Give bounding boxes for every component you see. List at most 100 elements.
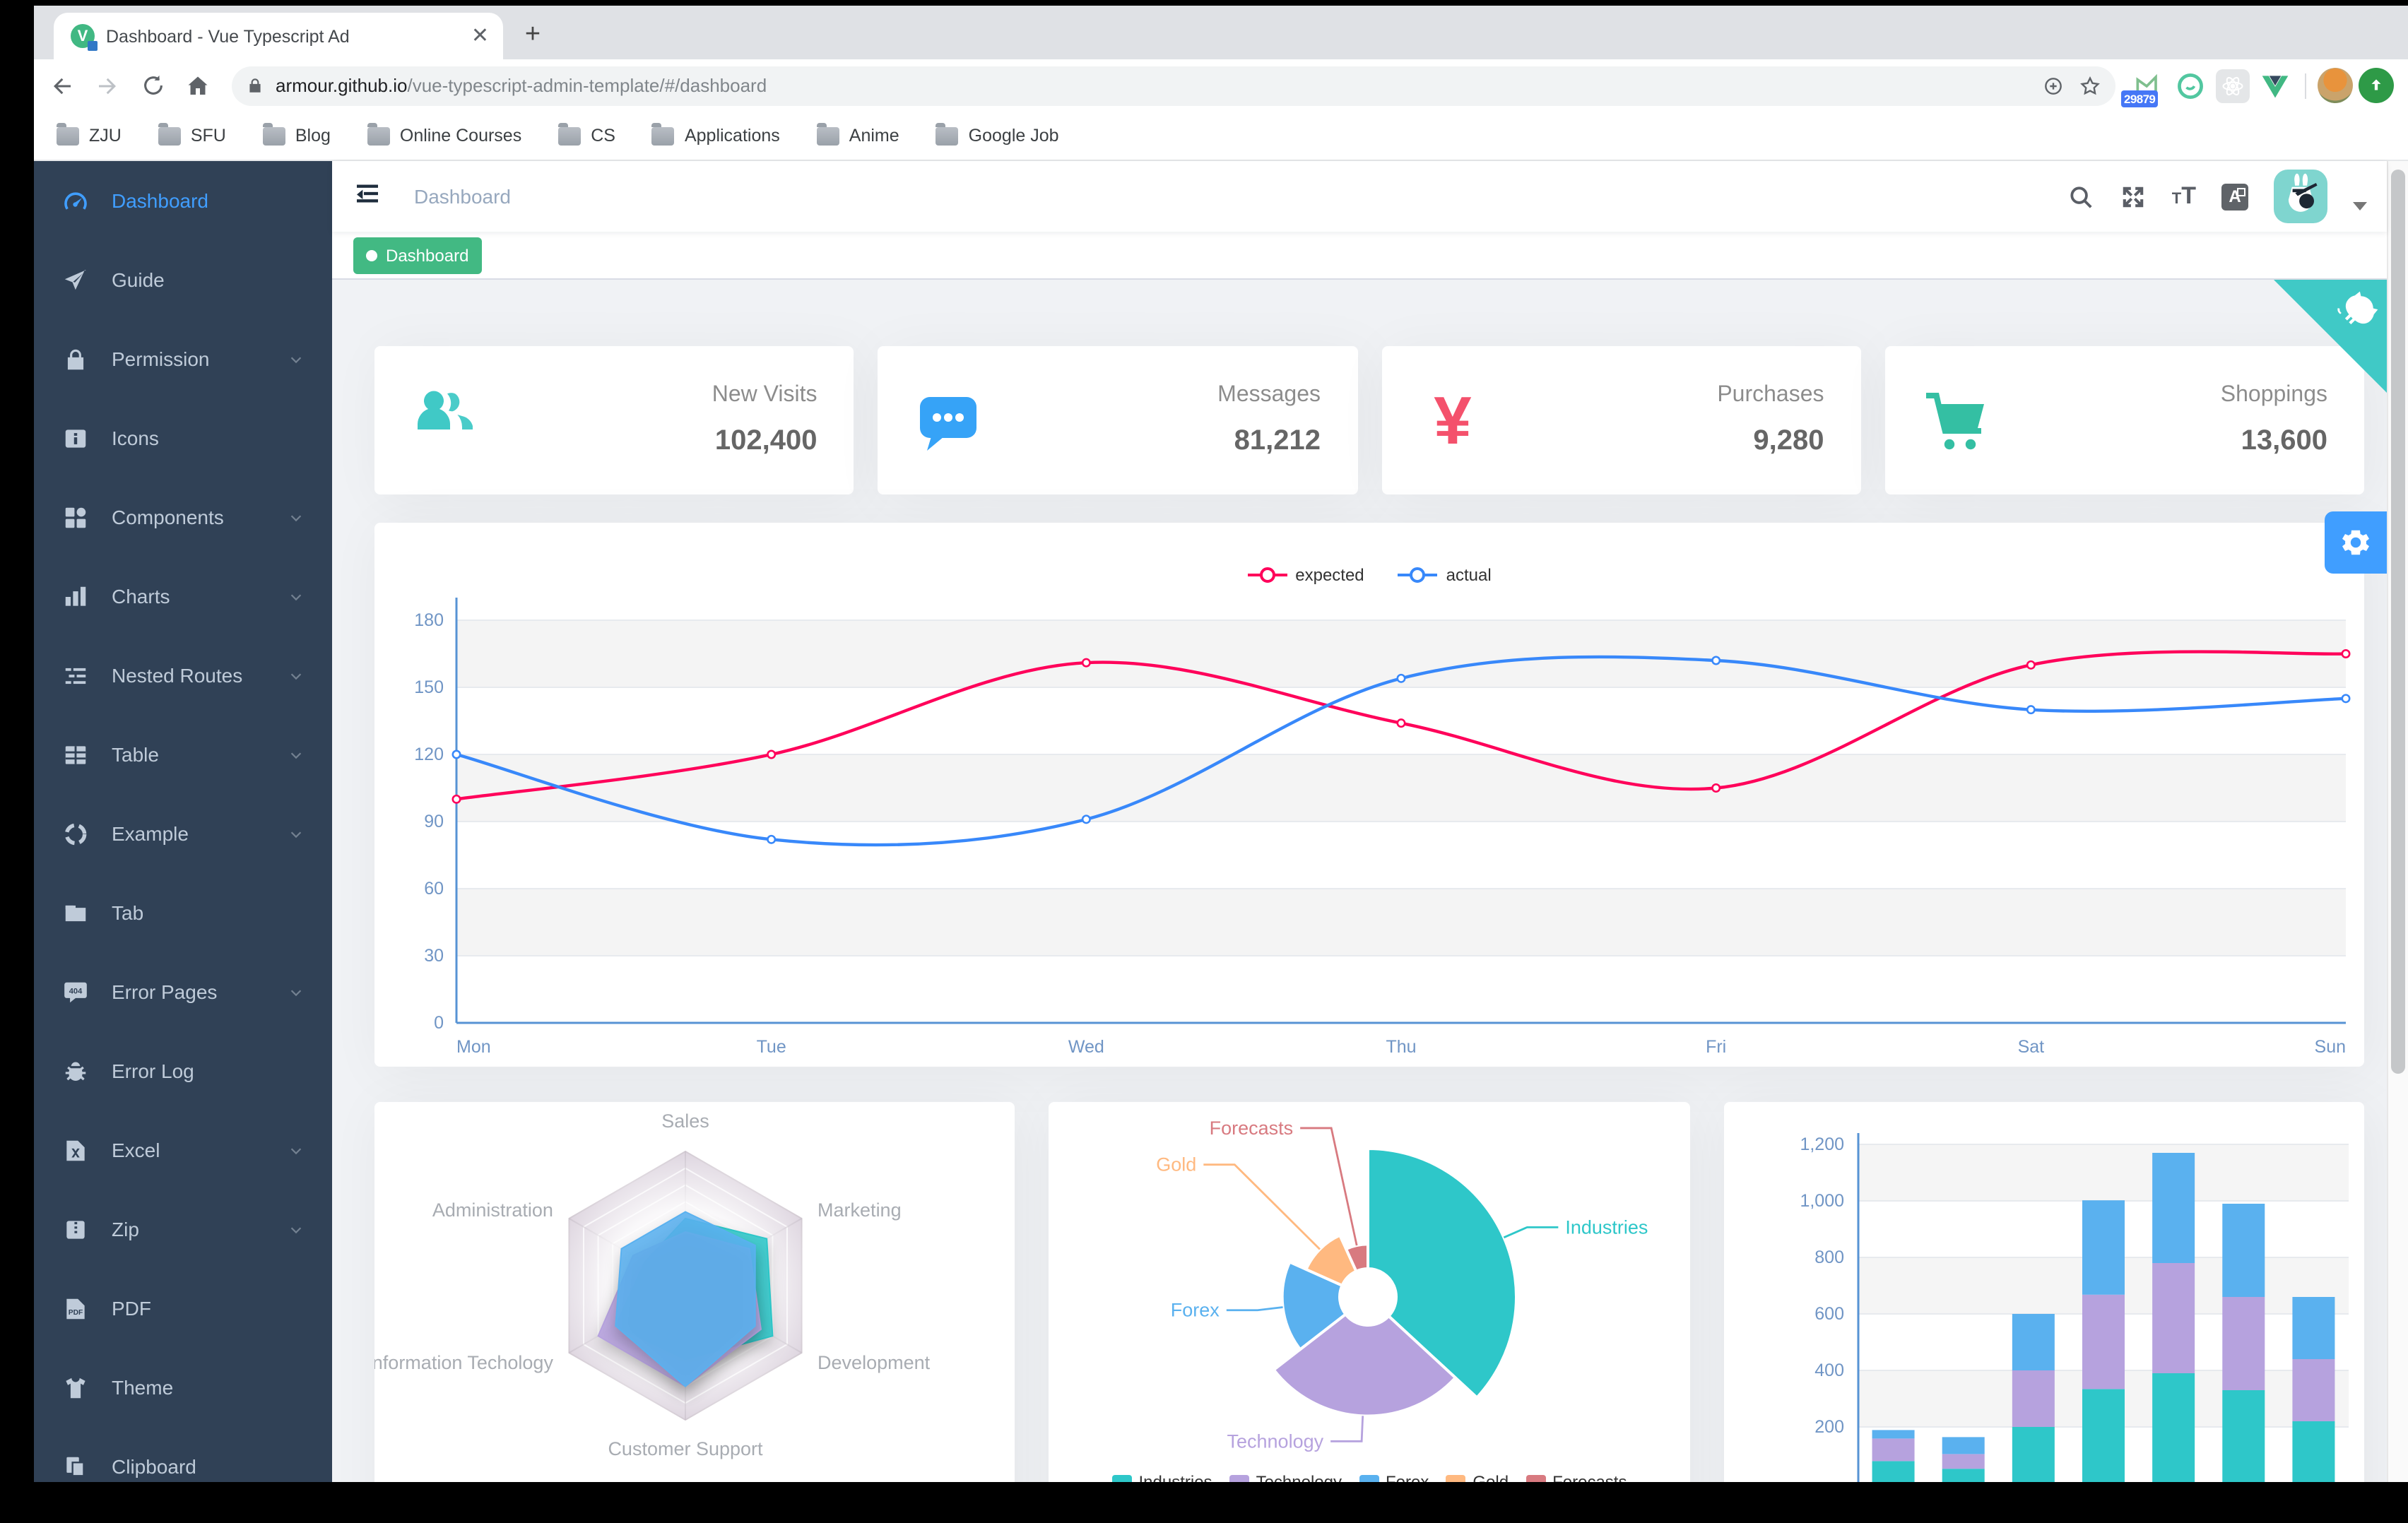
sidebar-item-guide[interactable]: Guide: [34, 240, 332, 319]
chevron-down-icon: [290, 356, 302, 363]
forward-icon[interactable]: [88, 66, 127, 105]
sidebar-item-example[interactable]: Example: [34, 794, 332, 873]
hamburger-icon[interactable]: [332, 179, 403, 214]
stat-text: Purchases 9,280: [1717, 383, 1824, 458]
sidebar-item-label: Theme: [112, 1376, 174, 1399]
zip-icon: [66, 1220, 85, 1238]
chevron-down-icon: [290, 989, 302, 996]
settings-gear-button[interactable]: [2325, 511, 2387, 574]
sidebar-item-label: Permission: [112, 348, 210, 370]
sidebar-item-label: Excel: [112, 1139, 160, 1161]
bookmark-online-courses[interactable]: Online Courses: [367, 122, 521, 146]
bar-chart[interactable]: 2004006008001,0001,200MonTueWedThuFriSat…: [1723, 1102, 2364, 1482]
sidebar-item-label: Error Log: [112, 1060, 194, 1082]
sidebar-item-clipboard[interactable]: Clipboard: [34, 1427, 332, 1482]
guide-icon: [64, 269, 86, 290]
browser-tab[interactable]: V Dashboard - Vue Typescript Ad ✕: [54, 13, 503, 59]
svg-text:400: 400: [1814, 1361, 1844, 1380]
legend-item-gold[interactable]: Gold: [1446, 1472, 1509, 1482]
legend-swatch: [1359, 1475, 1379, 1482]
legend-item-actual[interactable]: actual: [1398, 565, 1492, 585]
sidebar-item-dashboard[interactable]: Dashboard: [34, 161, 332, 240]
radar-chart-card: Sales Marketing Development Customer Suppor…: [374, 1102, 1015, 1482]
home-icon[interactable]: [178, 66, 218, 105]
sidebar-item-excel[interactable]: Excel: [34, 1110, 332, 1190]
stat-card-purchases[interactable]: ¥ Purchases 9,280: [1381, 346, 1861, 494]
svg-text:90: 90: [424, 812, 444, 831]
sidebar-item-tab[interactable]: Tab: [34, 873, 332, 952]
legend-swatch: [1111, 1475, 1132, 1482]
stat-text: Shoppings 13,600: [2221, 383, 2327, 458]
bookmark-zju[interactable]: ZJU: [57, 122, 122, 146]
sidebar-item-error-pages[interactable]: 404 Error Pages: [34, 952, 332, 1031]
money-icon: ¥: [1433, 386, 1470, 454]
bookmark-blog[interactable]: Blog: [262, 122, 331, 146]
bookmark-label: SFU: [190, 126, 226, 146]
bookmark-cs[interactable]: CS: [558, 122, 615, 146]
svg-text:Forecasts: Forecasts: [1210, 1118, 1294, 1139]
legend-item-industries[interactable]: Industries: [1111, 1472, 1212, 1482]
svg-text:Customer Support: Customer Support: [608, 1438, 763, 1459]
chevron-down-icon: [290, 1226, 302, 1233]
browser-profile-avatar[interactable]: [2318, 68, 2353, 103]
browser-update-icon[interactable]: [2359, 68, 2394, 103]
line-chart[interactable]: 0 30 60 90 120 150 180 Mon Tue Wed Thu Fri Sat Sun: [374, 523, 2364, 1067]
svg-text:1,000: 1,000: [1800, 1191, 1844, 1211]
stat-card-new-visits[interactable]: New Visits 102,400: [374, 346, 854, 494]
legend-item-forex[interactable]: Forex: [1359, 1472, 1429, 1482]
legend-item-technology[interactable]: Technology: [1229, 1472, 1342, 1482]
legend-line-icon: [1398, 567, 1438, 583]
extension-mail-icon[interactable]: 29879: [2121, 67, 2166, 107]
sidebar-item-nested-routes[interactable]: Nested Routes: [34, 636, 332, 715]
bookmark-google-job[interactable]: Google Job: [936, 122, 1059, 146]
legend-item-expected[interactable]: expected: [1247, 565, 1364, 585]
sidebar-item-charts[interactable]: Charts: [34, 557, 332, 636]
component-icon: [65, 506, 86, 528]
legend-item-forecasts[interactable]: Forecasts: [1525, 1472, 1627, 1482]
page-scrollbar[interactable]: [2387, 161, 2408, 1482]
zoom-plus-icon[interactable]: [2042, 74, 2065, 97]
search-icon[interactable]: [2067, 183, 2094, 210]
sidebar-item-icons[interactable]: Icons: [34, 398, 332, 478]
bookmark-applications[interactable]: Applications: [651, 122, 780, 146]
sidebar-item-table[interactable]: Table: [34, 715, 332, 794]
back-icon[interactable]: [42, 66, 82, 105]
radar-chart[interactable]: Sales Marketing Development Customer Suppor…: [374, 1102, 1015, 1482]
extension-ring-icon[interactable]: [2172, 67, 2209, 104]
new-tab-button[interactable]: +: [524, 20, 541, 49]
text-size-icon[interactable]: TT: [2171, 182, 2196, 209]
github-corner-ribbon[interactable]: [2274, 280, 2387, 393]
sidebar-item-permission[interactable]: Permission: [34, 319, 332, 398]
tags-view: Dashboard: [332, 232, 2387, 280]
translate-icon[interactable]: A: [2221, 183, 2248, 210]
stat-card-shoppings[interactable]: Shoppings 13,600: [1884, 346, 2364, 494]
pie-chart[interactable]: Industries Technology Forex Gold Forecasts: [1049, 1102, 1690, 1482]
chevron-down-icon: [290, 752, 302, 759]
bookmark-sfu[interactable]: SFU: [158, 122, 226, 146]
sidebar-item-zip[interactable]: Zip: [34, 1190, 332, 1269]
stat-card-messages[interactable]: Messages 81,212: [878, 346, 1357, 494]
extension-react-devtools-icon[interactable]: [2214, 67, 2251, 104]
tag-dashboard[interactable]: Dashboard: [353, 237, 482, 273]
url-bar[interactable]: armour.github.io /vue-typescript-admin-t…: [232, 66, 2115, 105]
folder-icon: [936, 122, 959, 145]
sidebar-item-pdf[interactable]: PDF PDF: [34, 1269, 332, 1348]
sidebar-item-theme[interactable]: Theme: [34, 1348, 332, 1427]
tab-close-icon[interactable]: ✕: [471, 24, 489, 48]
bookmark-anime[interactable]: Anime: [816, 122, 899, 146]
extension-vue-devtools-icon[interactable]: [2257, 67, 2294, 104]
sidebar-item-error-log[interactable]: Error Log: [34, 1031, 332, 1110]
avatar[interactable]: [2274, 170, 2327, 223]
chevron-down-icon: [290, 514, 302, 521]
bookmark-star-icon[interactable]: [2079, 74, 2101, 97]
svg-text:Administration: Administration: [432, 1199, 553, 1221]
fullscreen-icon[interactable]: [2120, 183, 2147, 210]
chevron-down-icon[interactable]: [2353, 202, 2367, 211]
reload-icon[interactable]: [133, 66, 172, 105]
stat-text: Messages 81,212: [1217, 383, 1321, 458]
sidebar-item-components[interactable]: Components: [34, 478, 332, 557]
folder-icon: [816, 122, 839, 145]
scrollbar-thumb[interactable]: [2391, 170, 2405, 1074]
table-icon: [65, 745, 86, 764]
